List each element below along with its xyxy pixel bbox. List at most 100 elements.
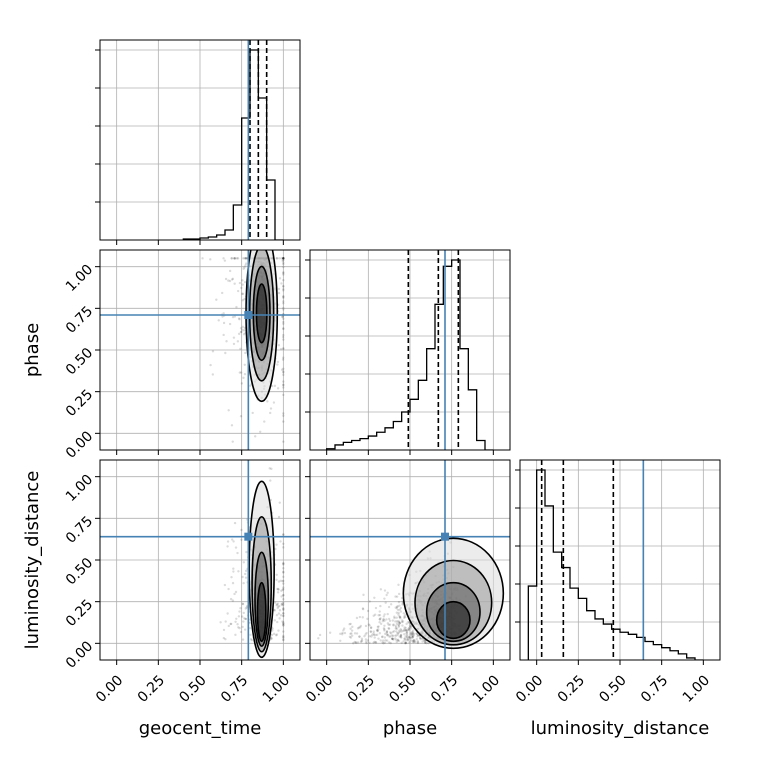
scatter-point: [243, 297, 246, 301]
scatter-point: [402, 640, 405, 643]
scatter-point: [397, 592, 401, 596]
scatter-point: [401, 620, 405, 623]
scatter-point: [378, 632, 382, 635]
scatter-point: [280, 589, 283, 592]
scatter-point: [359, 640, 363, 643]
scatter-point: [412, 634, 415, 637]
scatter-point: [381, 635, 384, 638]
scatter-point: [230, 424, 234, 427]
scatter-point: [231, 599, 235, 602]
scatter-point: [282, 614, 285, 617]
scatter-point: [410, 634, 414, 637]
scatter-point: [398, 608, 402, 611]
scatter-point: [400, 630, 403, 633]
scatter-point: [383, 613, 386, 616]
scatter-point: [373, 640, 376, 644]
scatter-point: [377, 637, 380, 640]
scatter-point: [276, 587, 279, 591]
scatter-point: [276, 387, 280, 390]
scatter-point: [405, 631, 409, 635]
scatter-point: [397, 611, 400, 615]
scatter-point: [272, 632, 276, 636]
scatter-point: [279, 579, 282, 582]
scatter-point: [383, 632, 387, 636]
scatter-point: [278, 617, 281, 620]
y-tick-label: 0.00: [63, 428, 96, 461]
scatter-point: [240, 286, 243, 290]
scatter-point: [353, 640, 356, 644]
scatter-point: [248, 627, 252, 630]
scatter-point: [282, 384, 285, 387]
scatter-point: [282, 414, 285, 417]
scatter-point: [282, 380, 285, 383]
scatter-point: [233, 521, 237, 525]
scatter-point: [381, 641, 384, 644]
scatter-point: [396, 639, 400, 642]
scatter-point: [328, 631, 332, 634]
scatter-point: [409, 633, 412, 636]
scatter-point: [274, 634, 278, 637]
scatter-point: [282, 295, 285, 298]
scatter-point: [379, 588, 383, 591]
scatter-point: [415, 632, 418, 635]
scatter-point: [401, 624, 404, 627]
scatter-point: [273, 609, 276, 612]
scatter-point: [407, 635, 411, 639]
scatter-point: [387, 641, 391, 644]
scatter-point: [282, 638, 285, 642]
scatter-point: [365, 641, 368, 645]
histogram-panel-geocent_time: [95, 39, 301, 245]
scatter-point: [394, 624, 397, 628]
scatter-point: [386, 634, 389, 637]
scatter-point: [385, 630, 389, 634]
scatter-point: [382, 627, 386, 630]
scatter-point: [396, 638, 400, 642]
scatter-point: [398, 622, 401, 625]
scatter-point: [268, 467, 271, 470]
scatter-point: [385, 618, 388, 621]
scatter-point: [236, 289, 240, 293]
scatter-point: [389, 635, 392, 638]
scatter-point: [412, 640, 415, 644]
scatter-point: [250, 638, 254, 642]
scatter-points: [219, 467, 285, 659]
scatter-point: [276, 591, 280, 594]
scatter-point: [383, 589, 387, 592]
scatter-point: [282, 306, 285, 310]
scatter-point: [393, 615, 396, 618]
scatter-point: [244, 572, 247, 576]
scatter-point: [399, 634, 403, 637]
scatter-point: [241, 299, 244, 302]
scatter-point: [397, 631, 400, 635]
scatter-point: [282, 571, 285, 574]
scatter-point: [211, 350, 215, 353]
scatter-point: [242, 267, 245, 270]
scatter-point: [235, 257, 239, 260]
scatter-point: [228, 322, 232, 326]
scatter-point: [411, 636, 414, 639]
scatter-point: [244, 607, 247, 610]
scatter-point: [405, 632, 408, 635]
scatter-point: [269, 407, 273, 410]
scatter-point: [282, 612, 285, 615]
scatter-point: [282, 302, 285, 305]
scatter-point: [348, 635, 352, 638]
scatter-point: [404, 613, 407, 616]
scatter-point: [228, 269, 232, 273]
scatter-point: [241, 625, 244, 629]
scatter-point: [414, 640, 417, 644]
x-tick-label: 0.75: [218, 672, 251, 705]
scatter-point: [361, 607, 365, 610]
scatter-point: [270, 633, 274, 637]
scatter-point: [226, 540, 230, 543]
scatter-point: [282, 562, 285, 565]
scatter-point: [403, 628, 406, 631]
scatter-point: [361, 607, 365, 611]
y-tick-label: 0.50: [63, 555, 96, 588]
scatter-point: [239, 326, 243, 330]
scatter-point: [282, 257, 285, 260]
histogram-step-line: [182, 49, 284, 240]
scatter-point: [384, 639, 387, 642]
scatter-point: [411, 636, 414, 639]
scatter-point: [383, 597, 386, 600]
